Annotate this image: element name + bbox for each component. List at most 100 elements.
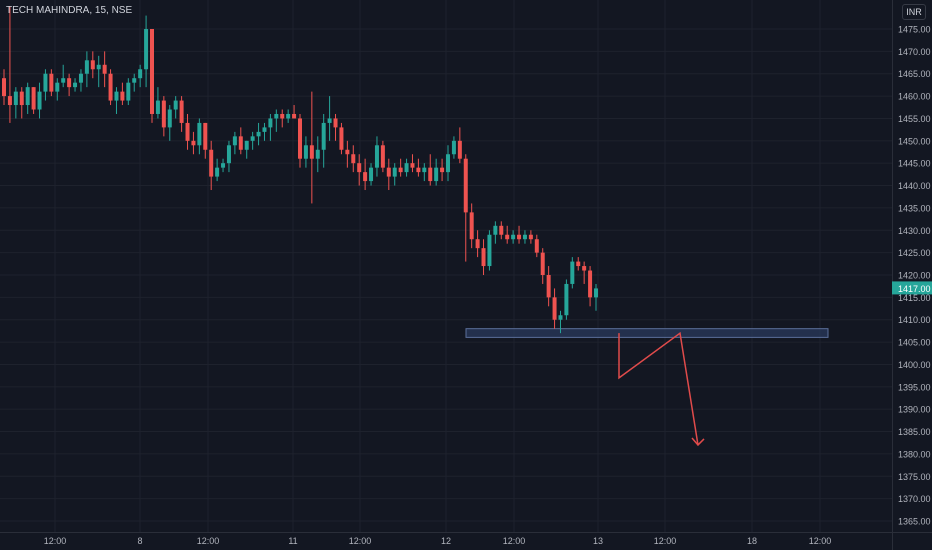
currency-badge[interactable]: INR [902, 4, 926, 20]
candle-down [333, 118, 338, 128]
y-tick-label: 1440.00 [898, 181, 931, 191]
candle-up [286, 113, 291, 119]
candle-up [167, 109, 172, 128]
candle-up [138, 69, 143, 79]
candle-up [197, 122, 202, 146]
y-tick-label: 1470.00 [898, 47, 931, 57]
candle-down [67, 78, 72, 88]
candle-down [428, 167, 433, 182]
candle-up [78, 73, 83, 83]
y-tick-label: 1420.00 [898, 271, 931, 281]
candle-up [268, 118, 273, 128]
symbol-header: TECH MAHINDRA, 15, NSE [6, 5, 133, 16]
y-tick-label: 1385.00 [898, 427, 931, 437]
y-tick-label: 1435.00 [898, 203, 931, 213]
candle-up [274, 113, 279, 119]
candle-up [404, 163, 409, 173]
candle-up [594, 288, 598, 298]
candle-down [102, 64, 107, 74]
candle-down [209, 149, 214, 177]
candle-up [446, 154, 450, 173]
candle-down [203, 122, 208, 150]
candle-down [351, 154, 356, 164]
candle-down [90, 60, 95, 70]
y-tick-label: 1450.00 [898, 136, 931, 146]
x-tick-label: 12:00 [349, 536, 372, 546]
candle-up [84, 60, 89, 74]
y-tick-label: 1390.00 [898, 405, 931, 415]
candle-down [363, 172, 368, 182]
candle-down [7, 96, 12, 106]
candle-down [410, 163, 415, 168]
candle-down [440, 167, 445, 173]
x-tick-label: 18 [747, 536, 757, 546]
y-tick-label: 1375.00 [898, 472, 931, 482]
candle-up [73, 82, 78, 88]
candle-up [96, 64, 101, 70]
y-tick-label: 1460.00 [898, 92, 931, 102]
y-tick-label: 1415.00 [898, 293, 931, 303]
candle-down [463, 158, 468, 213]
candle-down [588, 270, 593, 298]
candle-down [416, 167, 421, 173]
candle-up [262, 127, 267, 132]
x-tick-label: 11 [288, 536, 297, 546]
candle-up [303, 145, 308, 159]
candle-down [505, 234, 510, 240]
candle-up [144, 29, 149, 70]
candle-down [481, 248, 486, 267]
candle-up [487, 234, 492, 267]
candle-up [564, 283, 569, 316]
candle-down [517, 234, 522, 240]
candle-up [126, 82, 131, 101]
candle-down [108, 73, 113, 101]
y-tick-label: 1425.00 [898, 248, 931, 258]
candle-up [114, 91, 119, 101]
y-tick-label: 1405.00 [898, 338, 931, 348]
last-price-label: 1417.00 [898, 284, 931, 294]
candle-up [422, 167, 427, 173]
candle-up [493, 225, 498, 235]
candle-down [576, 261, 581, 267]
candle-down [457, 140, 462, 159]
candle-down [386, 167, 391, 177]
candle-up [37, 91, 42, 110]
candle-down [499, 225, 504, 235]
candle-down [546, 275, 551, 298]
candle-up [43, 73, 48, 92]
y-tick-label: 1430.00 [898, 226, 931, 236]
y-tick-label: 1365.00 [898, 517, 931, 527]
candle-up [558, 315, 563, 320]
y-tick-label: 1370.00 [898, 494, 931, 504]
candle-down [31, 87, 36, 110]
y-tick-label: 1380.00 [898, 449, 931, 459]
candle-up [522, 234, 527, 240]
y-tick-label: 1455.00 [898, 114, 931, 124]
candle-down [339, 127, 344, 150]
candle-down [292, 113, 297, 119]
candle-down [552, 297, 557, 320]
candle-up [327, 118, 332, 123]
candle-down [238, 136, 243, 150]
candle-up [369, 167, 374, 182]
candle-down [534, 239, 539, 253]
projection-line[interactable] [618, 331, 699, 446]
candle-up [256, 131, 261, 137]
candle-up [155, 100, 160, 114]
candle-up [244, 140, 249, 150]
candle-up [25, 87, 30, 106]
candle-up [13, 91, 18, 106]
y-tick-label: 1400.00 [898, 360, 931, 370]
y-tick-label: 1410.00 [898, 315, 931, 325]
last-price-tag [892, 281, 932, 295]
candle-down [582, 266, 587, 271]
candle-down [161, 100, 166, 128]
x-tick-label: 13 [593, 536, 603, 546]
support-zone[interactable] [465, 328, 829, 338]
candle-up [232, 136, 237, 146]
candle-up [434, 167, 439, 182]
candle-up [321, 122, 326, 150]
candle-down [380, 145, 385, 168]
candle-down [19, 91, 24, 106]
